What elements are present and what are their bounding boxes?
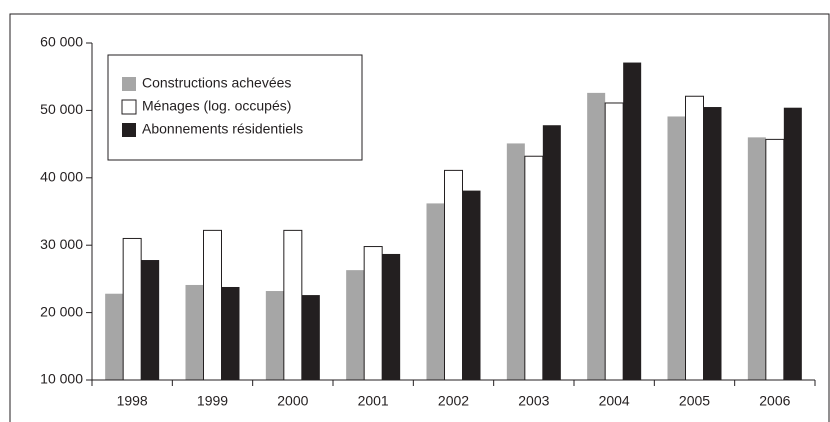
bar — [747, 137, 766, 380]
x-tick-label: 2000 — [277, 393, 308, 409]
bar — [122, 237, 142, 381]
x-tick-label: 2005 — [679, 393, 710, 409]
y-tick-label: 60 000 — [40, 34, 83, 50]
bar — [382, 253, 401, 380]
bar — [346, 270, 365, 380]
bar — [623, 62, 642, 381]
bar — [426, 203, 445, 380]
legend-swatch — [121, 99, 137, 115]
bar — [221, 286, 240, 380]
x-tick-label: 2004 — [599, 393, 630, 409]
bar — [105, 293, 124, 380]
y-tick-label: 30 000 — [40, 236, 83, 252]
x-tick-label: 1998 — [117, 393, 148, 409]
bar — [587, 92, 606, 380]
bar — [765, 138, 785, 381]
legend-label: Constructions achevées — [142, 75, 291, 91]
bar — [185, 284, 204, 380]
y-tick-label: 10 000 — [40, 371, 83, 387]
legend-swatch — [122, 123, 136, 137]
bar — [203, 229, 222, 381]
bar — [703, 107, 722, 380]
bar — [524, 155, 544, 381]
bar — [667, 116, 686, 380]
bar — [462, 190, 481, 380]
frame — [9, 13, 830, 422]
bar — [604, 102, 624, 381]
x-tick-label: 1999 — [197, 393, 228, 409]
bar — [506, 143, 525, 380]
bar — [542, 125, 561, 380]
bar — [444, 169, 463, 381]
y-tick-label: 40 000 — [40, 169, 83, 185]
y-tick-label: 20 000 — [40, 303, 83, 319]
bar — [783, 107, 802, 380]
legend-label: Abonnements résidentiels — [142, 121, 303, 137]
legend-box — [107, 54, 363, 161]
bar — [363, 246, 383, 381]
x-tick-label: 2003 — [518, 393, 549, 409]
bar — [301, 295, 320, 380]
y-tick-label: 50 000 — [40, 101, 83, 117]
bar — [685, 95, 704, 381]
x-tick-label: 2002 — [438, 393, 469, 409]
legend-label: Ménages (log. occupés) — [142, 98, 291, 114]
x-tick-label: 2001 — [358, 393, 389, 409]
x-tick-label: 2006 — [759, 393, 790, 409]
bar — [265, 291, 284, 380]
legend-swatch — [122, 77, 136, 91]
bar — [283, 229, 303, 381]
bar — [141, 260, 160, 380]
